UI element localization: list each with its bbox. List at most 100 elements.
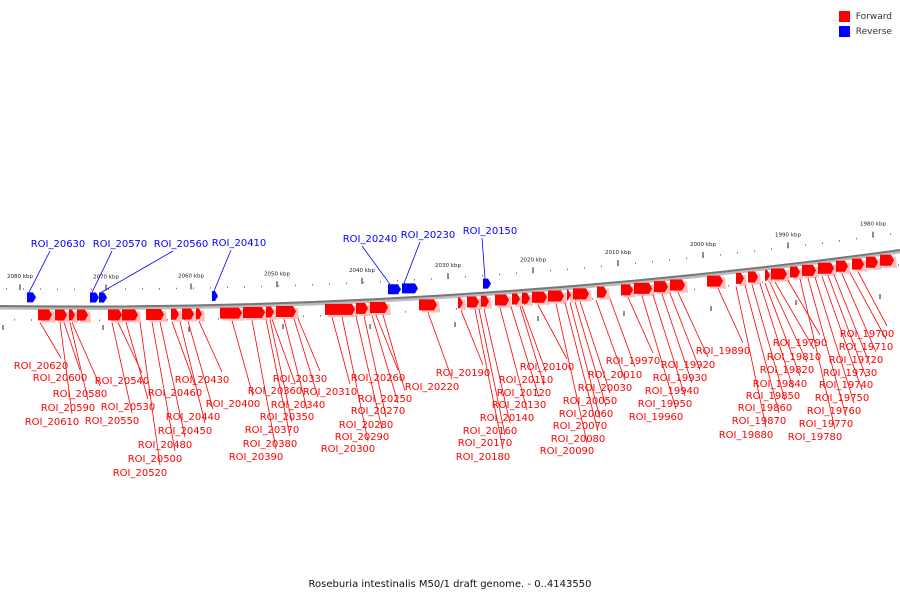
forward-gene-label: ROI_20030 [578, 383, 633, 394]
reverse-gene-label: ROI_20150 [463, 226, 518, 237]
forward-gene-label: ROI_19750 [815, 393, 870, 404]
minor-tick [524, 303, 525, 306]
forward-gene-leader [69, 322, 89, 401]
minor-tick [822, 242, 823, 244]
forward-gene-label: ROI_20480 [138, 440, 193, 451]
forward-gene [771, 268, 787, 280]
reverse-gene-label: ROI_20560 [154, 239, 209, 250]
minor-tick [91, 288, 92, 291]
forward-gene-label: ROI_20080 [551, 434, 606, 445]
forward-gene-leader [355, 316, 383, 430]
forward-gene-leader [125, 322, 149, 400]
reverse-gene [27, 292, 36, 303]
forward-gene-label: ROI_20540 [95, 376, 150, 387]
forward-gene-leader [787, 280, 821, 336]
forward-gene-leader [519, 306, 545, 386]
reverse-gene [402, 283, 418, 294]
minor-tick [873, 235, 874, 238]
forward-gene-leader [564, 302, 599, 432]
forward-gene-label: ROI_20530 [101, 402, 156, 413]
forward-gene-leader [857, 271, 888, 327]
minor-tick [40, 288, 41, 290]
minor-tick [431, 278, 432, 280]
forward-gene-label: ROI_19880 [719, 430, 774, 441]
minor-tick [839, 240, 840, 242]
genome-backbone [0, 249, 900, 308]
forward-gene-label: ROI_19820 [760, 365, 815, 376]
axis-tick-label: 2030 kbp [435, 263, 461, 269]
forward-gene-leader [293, 318, 319, 398]
minor-tick [856, 237, 857, 240]
forward-gene [108, 309, 122, 321]
forward-gene-label: ROI_20140 [480, 413, 535, 424]
forward-gene [670, 279, 685, 291]
forward-gene [325, 303, 355, 315]
forward-gene-label: ROI_19930 [653, 373, 708, 384]
backbone-shadow [0, 250, 900, 311]
forward-gene-label: ROI_20350 [260, 412, 315, 423]
forward-gene-leader [198, 321, 223, 373]
reverse-gene-leader [361, 245, 391, 285]
forward-gene-label: ROI_20010 [588, 370, 643, 381]
forward-gene-leader [171, 321, 196, 386]
forward-gene-label: ROI_20190 [436, 368, 491, 379]
minor-tick [346, 282, 347, 285]
forward-gene-label: ROI_20500 [128, 454, 183, 465]
reverse-gene-label: ROI_20240 [343, 234, 398, 245]
forward-gene-leader [807, 277, 847, 417]
minor-tick [788, 246, 789, 248]
forward-gene [836, 260, 848, 272]
minor-tick [6, 288, 7, 290]
axis-tick-label: 1980 kbp [860, 222, 886, 228]
legend-reverse-label: Reverse [855, 26, 892, 37]
forward-gene-label: ROI_20450 [158, 426, 213, 437]
forward-gene [77, 309, 88, 321]
forward-gene-leader [427, 312, 453, 380]
axis-tick-label: 2000 kbp [690, 242, 716, 248]
forward-gene-label: ROI_19710 [839, 342, 894, 353]
forward-gene-label: ROI_20170 [458, 438, 513, 449]
forward-gene-leader [833, 274, 871, 366]
forward-gene-leader [769, 282, 808, 363]
forward-gene-label: ROI_20460 [148, 388, 203, 399]
forward-gene [512, 293, 520, 305]
forward-gene-leader [483, 308, 511, 424]
forward-gene [548, 290, 564, 302]
minor-tick [167, 318, 168, 321]
forward-gene-leader [717, 288, 744, 344]
forward-gene [243, 306, 265, 318]
forward-gene [467, 296, 479, 308]
minor-tick [465, 276, 466, 278]
minor-tick [771, 248, 772, 250]
forward-gene-leader [474, 309, 504, 450]
forward-gene-leader [609, 298, 636, 368]
forward-gene-leader [661, 293, 693, 384]
forward-gene-leader [59, 322, 73, 415]
legend-forward-label: Forward [855, 11, 892, 22]
forward-gene-label: ROI_20060 [559, 409, 614, 420]
forward-gene-label: ROI_20130 [492, 400, 547, 411]
minor-tick [805, 244, 806, 246]
forward-gene-label: ROI_20620 [14, 361, 69, 372]
minor-tick [193, 287, 194, 289]
axis-tick-label: 2020 kbp [520, 257, 546, 263]
forward-gene-label: ROI_20260 [351, 373, 406, 384]
forward-gene-leader [187, 321, 214, 410]
forward-gene-leader [460, 310, 484, 366]
minor-tick [31, 319, 32, 321]
forward-gene [419, 299, 437, 311]
minor-tick [686, 257, 687, 260]
minor-tick [584, 267, 585, 269]
reverse-gene [388, 284, 401, 295]
minor-tick [482, 274, 483, 277]
forward-gene [38, 309, 52, 321]
minor-tick [635, 262, 636, 265]
forward-gene-label: ROI_20310 [303, 387, 358, 398]
minor-tick [405, 311, 406, 313]
axis-tick-label: 2080 kbp [7, 274, 33, 280]
legend-reverse: Reverse [838, 24, 892, 39]
forward-gene-leader [111, 322, 133, 414]
forward-gene-leader [579, 301, 611, 394]
forward-gene [122, 309, 138, 321]
reverse-swatch [838, 26, 850, 37]
